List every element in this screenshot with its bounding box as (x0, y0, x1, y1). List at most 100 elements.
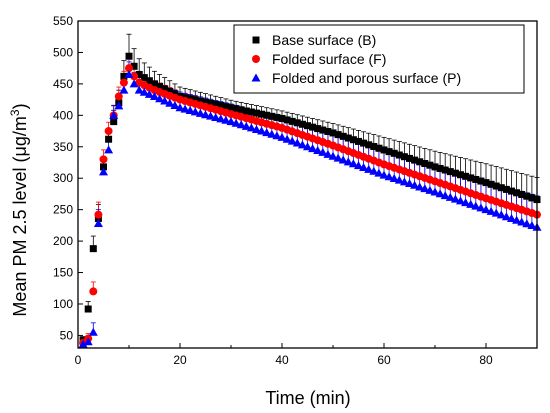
markers-layer (78, 52, 542, 348)
square-series-point (355, 137, 362, 145)
circle-series-point (119, 78, 128, 87)
square-series-point (130, 62, 138, 70)
triangle-series-point (190, 107, 200, 116)
triangle-series-point (231, 118, 241, 127)
triangle-series-point (379, 170, 389, 179)
square-series-point (457, 171, 464, 179)
triangle-series-point (134, 85, 144, 94)
triangle-series-point (348, 159, 358, 168)
triangle-series-point (104, 145, 114, 154)
square-series-point (431, 163, 439, 171)
square-series-point (477, 177, 485, 185)
legend-marker-square (252, 36, 260, 44)
square-series-point (441, 166, 449, 174)
square-series-point (472, 175, 480, 183)
square-series-point (528, 194, 536, 202)
triangle-series-point (328, 151, 338, 160)
square-series-point (467, 174, 475, 182)
triangle-series-point (139, 87, 149, 96)
square-series-point (89, 245, 97, 253)
triangle-series-point (99, 167, 108, 176)
circle-series-point (94, 210, 103, 219)
square-series-point (436, 164, 444, 172)
triangle-series-point (175, 103, 185, 112)
triangle-series-point (267, 129, 277, 138)
triangle-series-point (124, 69, 134, 78)
triangle-series-point (292, 138, 302, 147)
triangle-series-point (165, 98, 175, 107)
square-series-point (426, 161, 434, 169)
square-series-point (237, 106, 245, 114)
square-series-point (258, 110, 266, 118)
square-series-point (191, 96, 199, 104)
square-series-point (222, 103, 230, 111)
legend-marker-triangle (251, 73, 261, 82)
triangle-series-point (486, 206, 496, 215)
x-tick-label: 80 (479, 353, 493, 367)
x-axis-label: Time (min) (265, 388, 350, 408)
triangle-series-point (277, 132, 287, 141)
square-series-point (365, 141, 373, 149)
triangle-series-point (303, 142, 312, 151)
y-tick-label: 100 (53, 297, 73, 311)
legend-marker-circle (252, 55, 260, 63)
triangle-series-point (129, 79, 139, 88)
triangle-series-point (201, 110, 210, 119)
square-series-point (411, 156, 419, 164)
square-series-point (309, 123, 317, 131)
triangle-series-point (170, 101, 180, 110)
triangle-series-point (389, 173, 399, 182)
legend-label: Folded and porous surface (P) (272, 70, 461, 86)
triangle-series-point (425, 185, 435, 194)
square-series-point (334, 131, 342, 139)
square-series-point (462, 172, 470, 180)
y-tick-label: 350 (53, 140, 73, 154)
square-series-point (288, 117, 296, 125)
triangle-series-point (226, 117, 236, 126)
x-tick-label: 60 (377, 353, 391, 367)
square-series-point (497, 184, 505, 192)
triangle-series-point (420, 184, 430, 193)
triangle-series-point (359, 163, 369, 172)
square-series-point (110, 118, 118, 126)
square-series-point (263, 111, 271, 119)
circle-series-point (104, 127, 113, 136)
square-series-point (105, 135, 113, 143)
x-tick-label: 0 (75, 353, 82, 367)
square-series-point (156, 82, 164, 90)
square-series-point (151, 80, 158, 88)
y-tick-label: 250 (53, 203, 73, 217)
square-series-point (273, 113, 281, 121)
triangle-series-point (313, 146, 323, 155)
square-series-point (166, 87, 174, 95)
triangle-series-point (369, 166, 379, 175)
triangle-series-point (410, 180, 420, 189)
y-tick-label: 450 (53, 77, 73, 91)
square-series-point (217, 102, 225, 110)
y-tick-label: 150 (53, 266, 73, 280)
triangle-series-point (109, 110, 119, 119)
triangle-series-point (83, 337, 93, 346)
triangle-series-point (354, 161, 363, 170)
triangle-series-point (195, 108, 205, 117)
square-series-point (125, 52, 133, 60)
triangle-series-point (287, 136, 297, 145)
x-tick-label: 20 (173, 353, 187, 367)
circle-series-point (89, 287, 98, 296)
square-series-point (196, 97, 204, 105)
triangle-series-point (384, 172, 394, 181)
y-axis-label: Mean PM 2.5 level (μg/m3) (8, 103, 30, 316)
ticks-layer: 0 20 40 60 80 50 100 150 200 250 300 350 400 450 500 55… (53, 14, 493, 367)
triangle-series-point (466, 199, 476, 208)
square-series-point (523, 192, 531, 200)
square-series-point (508, 187, 515, 195)
triangle-series-point (297, 140, 307, 149)
triangle-series-point (501, 212, 511, 221)
square-series-point (207, 99, 215, 107)
square-series-point (360, 139, 368, 147)
y-tick-label: 550 (53, 14, 73, 28)
plot-frame (77, 20, 538, 349)
triangle-series-point (364, 164, 374, 173)
triangle-series-point (236, 120, 246, 129)
